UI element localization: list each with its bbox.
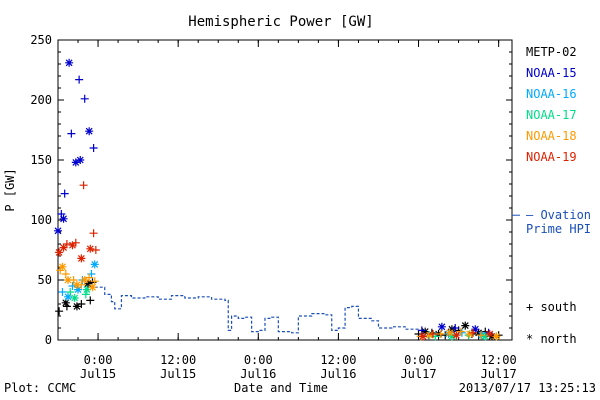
- x-tick-label: 12:00: [481, 353, 517, 367]
- noaa-18-south-point: [456, 327, 465, 336]
- x-tick-label: 0:00: [84, 353, 113, 367]
- y-axis-label: P [GW]: [3, 168, 17, 211]
- noaa-17-south-point: [66, 288, 75, 296]
- noaa-17-south-point: [81, 290, 90, 299]
- y-tick-label: 0: [45, 333, 52, 347]
- y-tick-label: 100: [30, 213, 52, 227]
- legend-entry: NOAA-17: [526, 108, 577, 122]
- noaa-18-north-point: [465, 330, 474, 338]
- noaa-18-north-point: [492, 332, 501, 341]
- metp-02-north-point: [474, 328, 483, 337]
- noaa-18-south-point: [90, 277, 99, 286]
- x-tick-date: Jul16: [320, 367, 356, 381]
- noaa-19-north-point: [59, 243, 68, 252]
- legend-ovation-line2: Prime HPI: [526, 222, 591, 236]
- noaa-18-south-point: [436, 330, 445, 338]
- noaa-19-south-point: [469, 328, 478, 337]
- noaa-16-north-point: [90, 260, 99, 269]
- x-tick-label: 0:00: [244, 353, 273, 367]
- legend-entry: NOAA-16: [526, 87, 577, 101]
- noaa-15-north-point: [65, 58, 74, 67]
- noaa-15-north-point: [437, 322, 446, 331]
- noaa-19-north-point: [418, 332, 427, 341]
- noaa-16-north-point: [74, 285, 83, 294]
- noaa-15-south-point: [451, 324, 460, 332]
- noaa-15-south-point: [67, 129, 76, 138]
- noaa-18-north-point: [64, 276, 73, 284]
- noaa-15-south-point: [75, 75, 84, 84]
- noaa-15-south-point: [60, 189, 69, 198]
- x-tick-date: Jul17: [481, 367, 517, 381]
- noaa-17-north-point: [82, 285, 91, 294]
- noaa-19-south-point: [62, 240, 71, 248]
- noaa-15-south-point: [80, 94, 89, 103]
- noaa-18-north-point: [425, 331, 434, 340]
- metp-02-south-point: [86, 296, 95, 305]
- metp-02-north-point: [421, 327, 430, 336]
- x-tick-label: 12:00: [160, 353, 196, 367]
- metp-02-north-point: [84, 279, 93, 288]
- y-tick-label: 50: [38, 273, 52, 287]
- metp-02-north-point: [72, 302, 81, 311]
- footer-timestamp: 2013/07/17 13:25:13: [459, 381, 596, 395]
- x-tick-date: Jul15: [160, 367, 196, 381]
- x-tick-date: Jul16: [240, 367, 276, 381]
- x-axis-label: Date and Time: [234, 381, 328, 395]
- noaa-15-north-point: [71, 158, 80, 167]
- noaa-18-south-point: [61, 270, 70, 278]
- noaa-18-north-point: [88, 283, 97, 292]
- x-tick-date: Jul17: [400, 367, 436, 381]
- metp-02-north-point: [461, 321, 470, 330]
- noaa-19-south-point: [428, 330, 437, 338]
- x-tick-label: 12:00: [320, 353, 356, 367]
- noaa-16-south-point: [58, 288, 67, 296]
- x-tick-date: Jul15: [80, 367, 116, 381]
- metp-02-north-point: [61, 298, 70, 307]
- chart-title: Hemispheric Power [GW]: [188, 14, 373, 30]
- noaa-19-south-point: [91, 246, 100, 254]
- noaa-15-south-point: [89, 144, 98, 152]
- y-tick-label: 200: [30, 93, 52, 107]
- noaa-19-north-point: [68, 241, 77, 250]
- noaa-19-north-point: [77, 254, 86, 263]
- noaa-17-north-point: [447, 332, 456, 341]
- legend-ovation: – Ovation: [526, 208, 591, 222]
- noaa-15-north-point: [76, 156, 85, 164]
- y-tick-label: 150: [30, 153, 52, 167]
- legend-south: + south: [526, 300, 577, 314]
- noaa-15-north-point: [54, 226, 62, 235]
- footer-credit: Plot: CCMC: [4, 381, 76, 395]
- legend-entry: METP-02: [526, 45, 577, 59]
- metp-02-south-point: [55, 307, 64, 316]
- ovation-hpi-line: [94, 286, 420, 334]
- metp-02-north-point: [447, 325, 456, 334]
- noaa-17-north-point: [70, 294, 79, 302]
- noaa-15-north-point: [59, 214, 68, 223]
- noaa-18-south-point: [476, 331, 485, 340]
- noaa-19-north-point: [55, 248, 64, 257]
- noaa-19-south-point: [89, 229, 98, 238]
- noaa-18-north-point: [445, 328, 454, 337]
- noaa-15-north-point: [471, 325, 480, 334]
- noaa-16-north-point: [64, 292, 73, 301]
- y-tick-label: 250: [30, 33, 52, 47]
- x-tick-label: 0:00: [404, 353, 433, 367]
- noaa-17-north-point: [481, 332, 490, 341]
- noaa-19-north-point: [86, 244, 95, 253]
- noaa-18-north-point: [58, 262, 67, 271]
- plot-frame: [57, 39, 513, 341]
- noaa-18-north-point: [72, 280, 81, 289]
- noaa-18-north-point: [80, 276, 89, 284]
- noaa-19-north-point: [485, 330, 494, 338]
- legend-entry: NOAA-19: [526, 150, 577, 164]
- noaa-19-south-point: [79, 181, 88, 190]
- legend-entry: NOAA-15: [526, 66, 577, 80]
- legend-entry: NOAA-18: [526, 129, 577, 143]
- legend-north: * north: [526, 332, 577, 346]
- noaa-19-north-point: [452, 331, 461, 340]
- noaa-15-south-point: [417, 326, 426, 335]
- noaa-15-north-point: [85, 127, 94, 136]
